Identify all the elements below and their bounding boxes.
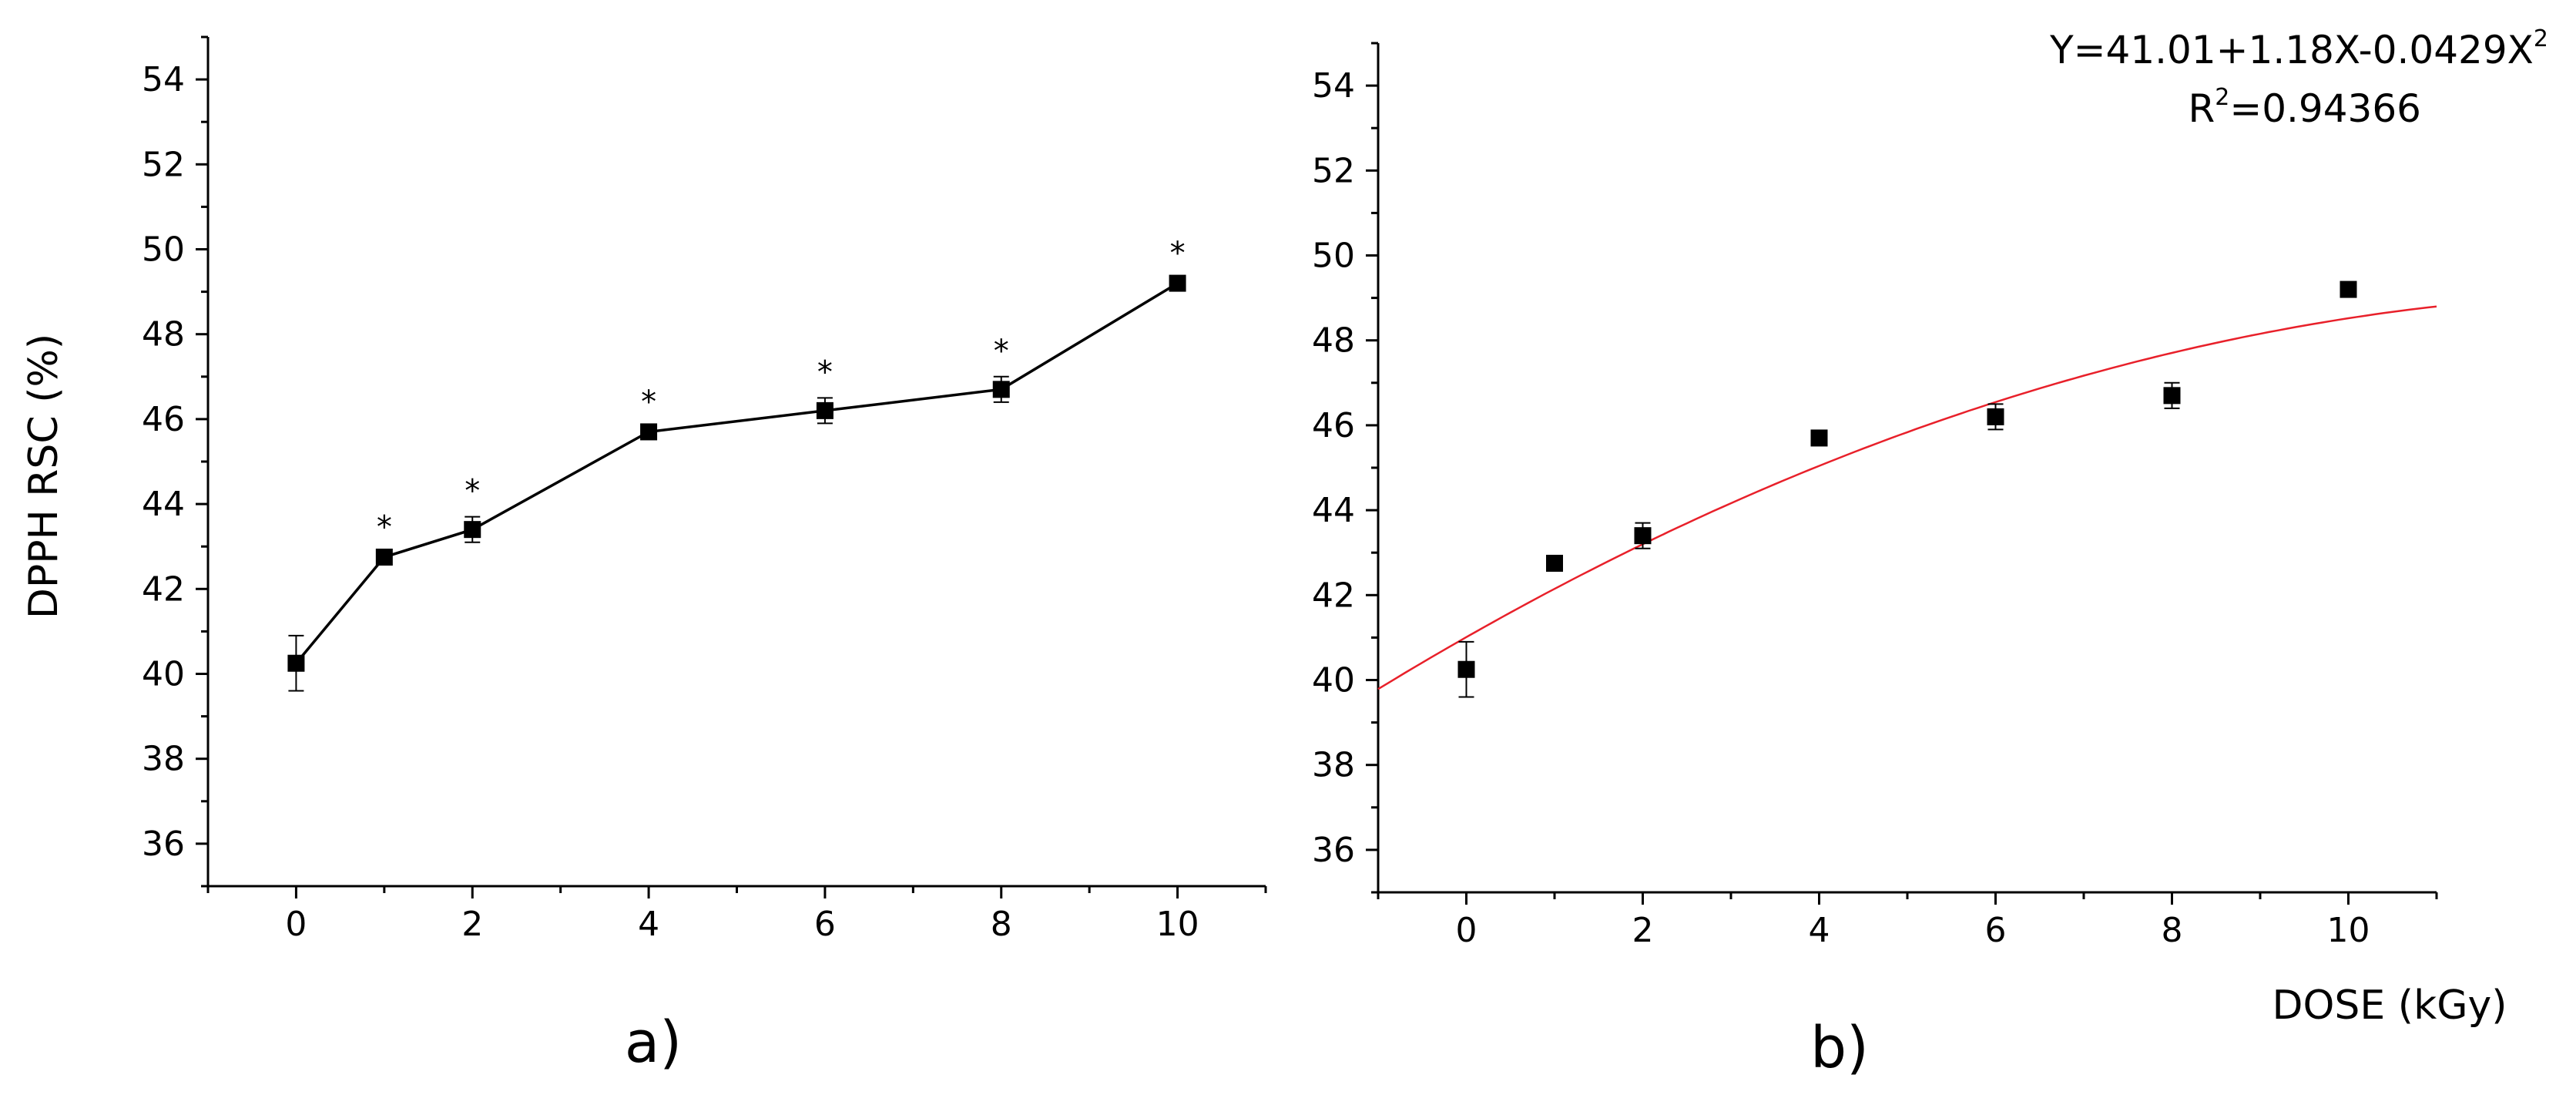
data-point bbox=[1457, 660, 1475, 678]
data-point bbox=[992, 381, 1010, 398]
y-tick-label: 36 bbox=[1312, 831, 1355, 870]
data-point bbox=[1546, 554, 1563, 572]
data-point bbox=[464, 521, 481, 539]
y-tick-label: 38 bbox=[1312, 746, 1355, 785]
fit-equation-superscript: 2 bbox=[2534, 25, 2548, 52]
data-point bbox=[2163, 387, 2181, 405]
x-tick-label: 10 bbox=[1156, 905, 1199, 944]
data-point bbox=[640, 423, 658, 441]
r2-value: =0.94366 bbox=[2229, 86, 2421, 131]
y-tick-label: 40 bbox=[142, 655, 185, 694]
data-point bbox=[1987, 408, 2004, 425]
fit-equation: Y=41.01+1.18X-0.0429X2 bbox=[2049, 25, 2548, 72]
r2-prefix: R bbox=[2188, 86, 2215, 131]
x-tick-label: 4 bbox=[638, 905, 659, 944]
significance-marker: * bbox=[641, 385, 656, 420]
y-tick-label: 44 bbox=[1312, 491, 1355, 530]
y-tick-label: 46 bbox=[1312, 406, 1355, 445]
fit-curve bbox=[1377, 305, 2437, 690]
x-tick-label: 2 bbox=[461, 905, 483, 944]
significance-marker: * bbox=[377, 509, 392, 545]
data-point bbox=[816, 401, 834, 419]
x-tick-label: 6 bbox=[814, 905, 836, 944]
significance-marker: * bbox=[817, 354, 833, 390]
fit-r-squared: R2=0.94366 bbox=[2188, 84, 2421, 131]
x-tick-label: 6 bbox=[1985, 911, 2007, 950]
data-point bbox=[1810, 429, 1828, 447]
y-tick-label: 50 bbox=[1312, 237, 1355, 276]
y-tick-label: 52 bbox=[142, 145, 185, 184]
fit-equation-text: Y=41.01+1.18X-0.0429X bbox=[2049, 28, 2534, 72]
data-point bbox=[375, 548, 393, 566]
y-tick-label: 40 bbox=[1312, 661, 1355, 700]
y-tick-label: 54 bbox=[1312, 66, 1355, 106]
y-tick-label: 38 bbox=[142, 740, 185, 779]
data-point bbox=[2340, 280, 2357, 298]
x-tick-label: 4 bbox=[1809, 911, 1830, 950]
data-point bbox=[1634, 527, 1652, 545]
r2-superscript: 2 bbox=[2215, 84, 2229, 111]
x-axis-title: DOSE (kGy) bbox=[2272, 982, 2507, 1029]
y-tick-label: 44 bbox=[142, 485, 185, 524]
y-tick-label: 42 bbox=[1312, 576, 1355, 615]
x-tick-label: 8 bbox=[991, 905, 1012, 944]
panel-b-label: b) bbox=[1810, 1015, 1869, 1081]
data-point bbox=[287, 654, 305, 672]
x-tick-label: 8 bbox=[2162, 911, 2183, 950]
y-tick-label: 36 bbox=[142, 825, 185, 864]
significance-marker: * bbox=[465, 474, 480, 509]
x-tick-label: 2 bbox=[1632, 911, 1654, 950]
y-tick-label: 48 bbox=[1312, 321, 1355, 361]
y-tick-label: 48 bbox=[142, 315, 185, 354]
y-tick-label: 42 bbox=[142, 569, 185, 609]
significance-marker: * bbox=[994, 334, 1009, 369]
series-line bbox=[295, 282, 1179, 664]
x-tick-label: 10 bbox=[2327, 911, 2370, 950]
y-axis-title: DPPH RSC (%) bbox=[21, 334, 67, 619]
panel-a-label: a) bbox=[625, 1009, 682, 1076]
x-tick-label: 0 bbox=[1456, 911, 1478, 950]
x-tick-label: 0 bbox=[285, 905, 307, 944]
y-tick-label: 46 bbox=[142, 400, 185, 439]
data-point bbox=[1169, 274, 1186, 292]
y-tick-label: 50 bbox=[142, 230, 185, 270]
significance-marker: * bbox=[1170, 236, 1186, 271]
y-tick-label: 54 bbox=[142, 60, 185, 99]
y-tick-label: 52 bbox=[1312, 151, 1355, 190]
